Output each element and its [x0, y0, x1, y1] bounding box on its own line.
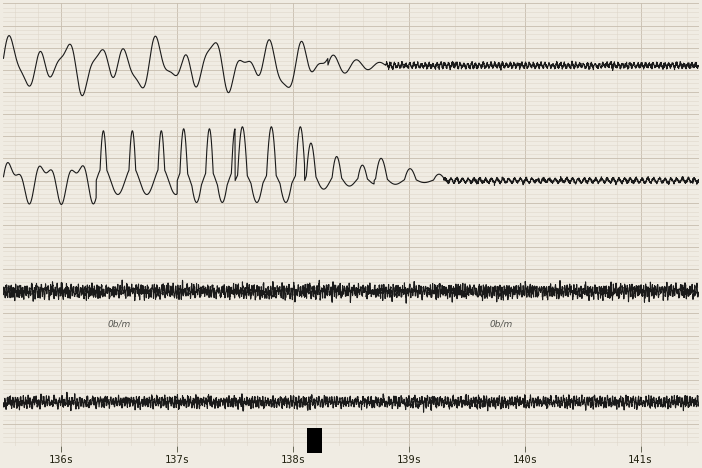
Text: 0b/m: 0b/m — [490, 320, 513, 329]
Text: 0b/m: 0b/m — [107, 320, 131, 329]
Bar — [307, 429, 322, 453]
